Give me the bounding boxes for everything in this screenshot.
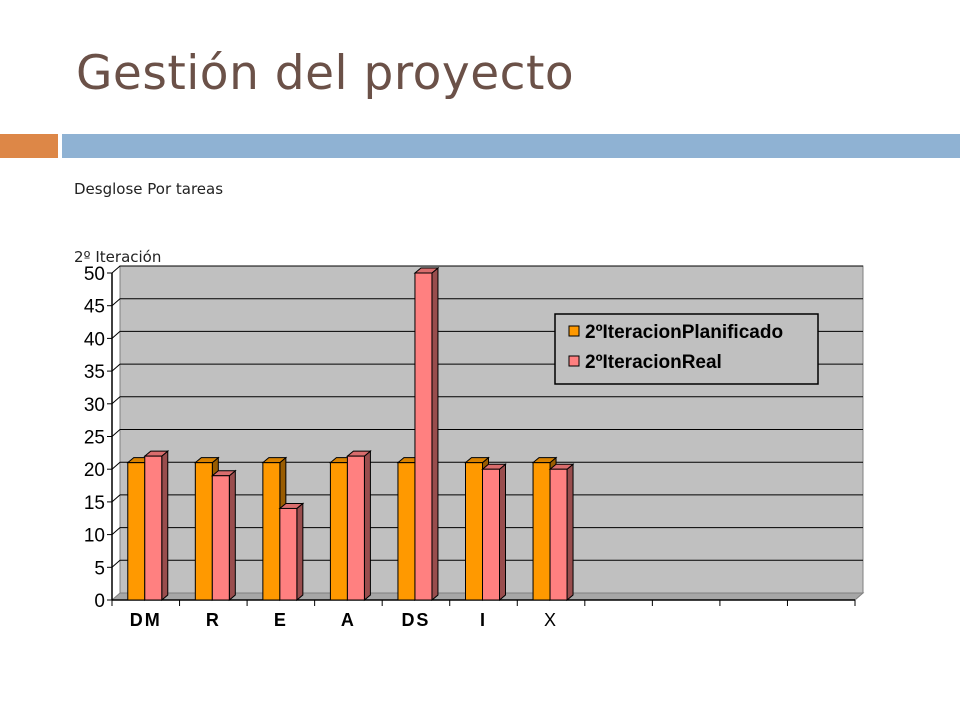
bar-planned [329, 462, 348, 601]
legend-swatch [568, 325, 580, 337]
gridline [111, 396, 863, 405]
bar-planned [465, 462, 483, 601]
x-tick-label: A [341, 610, 356, 630]
chart-caption: 2º Iteración [74, 248, 162, 266]
slide-subtitle: Desglose Por tareas [74, 180, 224, 198]
bar-real [144, 455, 163, 601]
bar-side [499, 463, 506, 602]
bar-real [346, 455, 365, 601]
y-tick-label: 15 [84, 493, 105, 514]
y-tick-label: 0 [94, 591, 105, 612]
bar-side [161, 450, 169, 602]
x-tick-label: X [544, 610, 558, 630]
y-tick-label: 50 [84, 264, 105, 285]
bar-real [279, 507, 298, 601]
gridline [111, 265, 863, 274]
bar-planned [194, 462, 213, 601]
x-tick-label: E [274, 610, 288, 630]
gridline [111, 429, 863, 437]
y-tick-label: 10 [84, 526, 105, 547]
gridline [111, 494, 863, 503]
bar-real [549, 468, 568, 601]
bar-side [566, 463, 574, 602]
y-tick-label: 25 [84, 428, 105, 449]
bar-planned [397, 462, 416, 601]
gridline [111, 527, 863, 535]
y-tick-label: 45 [84, 297, 105, 318]
gridline [111, 559, 863, 568]
x-tick-label: I [480, 610, 487, 630]
bar-real [482, 468, 500, 601]
gridline [111, 298, 863, 307]
legend-label: 2ºIteracionPlanificado [585, 322, 783, 343]
bar-planned [262, 462, 281, 601]
bar-side [431, 266, 439, 602]
bar-real [211, 475, 230, 601]
accent-bar-blue [62, 134, 960, 158]
bar-side [228, 469, 236, 602]
bar-planned [532, 462, 551, 601]
x-tick-label: DM [130, 610, 162, 630]
y-tick-label: 40 [84, 329, 105, 350]
bar-side [296, 502, 304, 602]
y-tick-label: 35 [84, 362, 105, 383]
slide-title: Gestión del proyecto [76, 46, 575, 101]
legend-label: 2ºIteracionReal [585, 352, 722, 373]
y-tick-label: 20 [84, 460, 105, 481]
legend-swatch [568, 355, 580, 367]
accent-bar-orange [0, 134, 58, 158]
gridline [111, 461, 863, 470]
x-tick-label: DS [401, 610, 430, 630]
bar-chart: 0 5 10 15 20 25 30 35 40 45 50 DM R E A DS I X 2ºIteracion… [84, 264, 865, 630]
bar-planned [127, 462, 146, 601]
y-tick-label: 30 [84, 395, 105, 416]
bar-side [363, 450, 371, 602]
x-tick-label: R [206, 610, 221, 630]
y-tick-label: 5 [94, 558, 105, 579]
bar-real [414, 272, 433, 601]
chart-legend [554, 313, 819, 385]
